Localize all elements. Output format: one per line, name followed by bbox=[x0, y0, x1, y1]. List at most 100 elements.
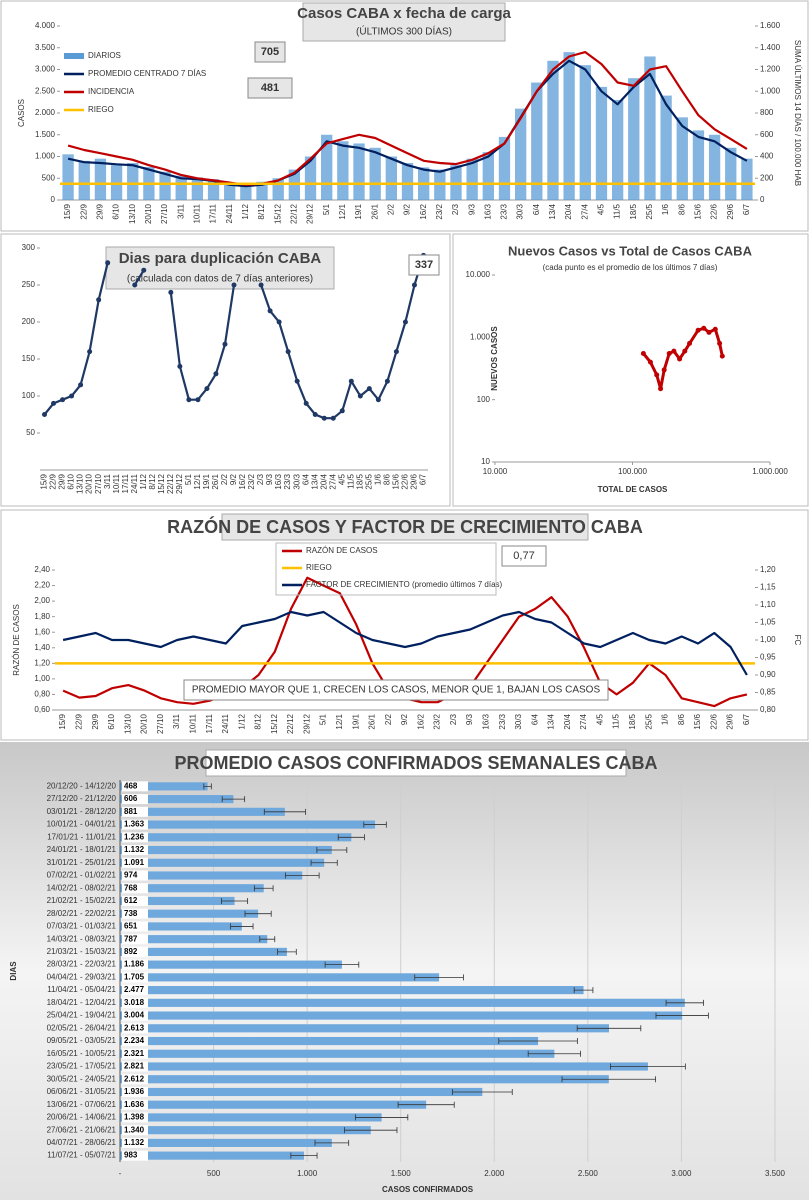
x-tick-label: 27/10 bbox=[156, 713, 165, 734]
point bbox=[312, 412, 318, 417]
bar bbox=[353, 143, 365, 200]
x-tick-label: 25/5 bbox=[644, 713, 653, 729]
error-bar bbox=[561, 1076, 657, 1083]
point bbox=[658, 386, 664, 392]
bar bbox=[644, 56, 656, 201]
x-tick-label: 20/10 bbox=[144, 203, 153, 224]
x-tick-label: 22/6 bbox=[710, 203, 719, 219]
point bbox=[357, 393, 363, 399]
bar bbox=[120, 782, 208, 791]
error-bar bbox=[576, 1025, 642, 1032]
error-bar bbox=[290, 1152, 318, 1159]
error-bar bbox=[665, 999, 704, 1006]
y-tick-label: 1,80 bbox=[34, 612, 50, 621]
x-tick-label: 19/1 bbox=[202, 473, 211, 489]
x-tick-label: 26/1 bbox=[211, 473, 220, 489]
point bbox=[402, 319, 408, 325]
value-label: 1.132 bbox=[124, 1138, 145, 1147]
y-tick-label: 07/03/21 - 01/03/21 bbox=[47, 922, 117, 931]
value-label: 768 bbox=[124, 883, 138, 892]
x-tick-label: 30/3 bbox=[516, 203, 525, 219]
point bbox=[195, 397, 201, 403]
error-bar bbox=[451, 1088, 513, 1095]
x-tick-label: 13/10 bbox=[76, 473, 85, 494]
point bbox=[51, 400, 57, 406]
y-axis-label: CASOS bbox=[17, 99, 26, 127]
value-label: 1.340 bbox=[124, 1125, 145, 1134]
bar bbox=[120, 884, 264, 893]
point bbox=[717, 340, 723, 346]
value-label-bg bbox=[122, 908, 148, 919]
error-bar bbox=[285, 872, 320, 879]
value-label-bg bbox=[122, 794, 148, 805]
x-tick-label: 6/4 bbox=[530, 713, 539, 725]
x-tick-label: 13/4 bbox=[547, 713, 556, 729]
value-label: 3.018 bbox=[124, 998, 145, 1007]
point bbox=[267, 308, 273, 314]
y2-axis-label: FC bbox=[793, 635, 802, 646]
x-tick-label: 10/11 bbox=[192, 203, 201, 223]
y-tick-label: 02/05/21 - 26/04/21 bbox=[47, 1023, 117, 1032]
bar bbox=[120, 909, 259, 918]
x-tick-label: 22/6 bbox=[401, 473, 410, 489]
x-tick-label: 23/3 bbox=[283, 473, 292, 489]
x-tick-label: 13/4 bbox=[548, 203, 557, 219]
point bbox=[687, 340, 693, 346]
value-label-bg bbox=[122, 870, 148, 881]
y-tick-label: 0 bbox=[51, 195, 56, 204]
bar bbox=[547, 60, 559, 200]
value-label: 787 bbox=[124, 934, 138, 943]
bar bbox=[120, 922, 242, 931]
y-axis-label: RAZÓN DE CASOS bbox=[12, 604, 21, 676]
y-tick-label: 27/06/21 - 21/06/21 bbox=[47, 1125, 117, 1134]
bar bbox=[120, 896, 235, 906]
x-tick-label: 23/3 bbox=[500, 203, 509, 219]
value-label-bg bbox=[122, 845, 148, 856]
x-tick-label: 20/10 bbox=[140, 713, 149, 734]
bar bbox=[127, 163, 139, 200]
y-tick-label: 1,60 bbox=[34, 627, 50, 636]
value-label-bg bbox=[122, 1023, 148, 1034]
y2-tick-label: 200 bbox=[760, 173, 774, 182]
x-tick-label: 24/11 bbox=[225, 203, 234, 223]
panel bbox=[0, 509, 809, 741]
y2-tick-label: 1,15 bbox=[760, 583, 776, 592]
chart-title: RAZÓN DE CASOS Y FACTOR DE CRECIMIENTO C… bbox=[167, 516, 643, 537]
x-tick-label: 15/9 bbox=[63, 203, 72, 219]
point bbox=[348, 378, 354, 384]
y-tick-label: 10/01/21 - 04/01/21 bbox=[47, 820, 117, 829]
point bbox=[719, 353, 725, 359]
x-tick-label: 13/10 bbox=[128, 203, 137, 224]
bar bbox=[175, 175, 187, 200]
point bbox=[411, 282, 417, 288]
value-label: 892 bbox=[124, 947, 138, 956]
y2-tick-label: 1.200 bbox=[760, 65, 781, 74]
y-tick-label: 28/03/21 - 22/03/21 bbox=[47, 960, 117, 969]
y2-tick-label: 400 bbox=[760, 152, 774, 161]
point bbox=[321, 415, 327, 421]
error-bar bbox=[324, 961, 360, 968]
title-box bbox=[302, 2, 506, 42]
error-bar bbox=[316, 847, 348, 854]
y-tick-label: 100 bbox=[477, 395, 491, 404]
x-tick-label: 23/2 bbox=[247, 473, 256, 489]
value-label-bg bbox=[122, 1061, 148, 1072]
chart-subtitle: (calculada con datos de 7 días anteriore… bbox=[127, 274, 313, 285]
point bbox=[682, 348, 688, 354]
y-tick-label: 2,40 bbox=[34, 565, 50, 574]
x-tick-label: 29/9 bbox=[96, 203, 105, 219]
y-tick-label: 3.500 bbox=[35, 43, 56, 52]
annotation: 0,77 bbox=[513, 550, 534, 562]
error-bar bbox=[221, 796, 246, 803]
bar bbox=[120, 935, 268, 944]
bar bbox=[120, 833, 352, 842]
x-tick-label: 22/12 bbox=[286, 713, 295, 734]
x-tick-label: 11/5 bbox=[346, 473, 355, 489]
value-label-bg bbox=[122, 997, 148, 1008]
x-tick-label: 27/10 bbox=[160, 203, 169, 224]
bar bbox=[369, 147, 381, 200]
error-bar bbox=[527, 1050, 581, 1057]
bar bbox=[120, 1126, 371, 1135]
x-tick-label: 17/11 bbox=[209, 203, 218, 223]
